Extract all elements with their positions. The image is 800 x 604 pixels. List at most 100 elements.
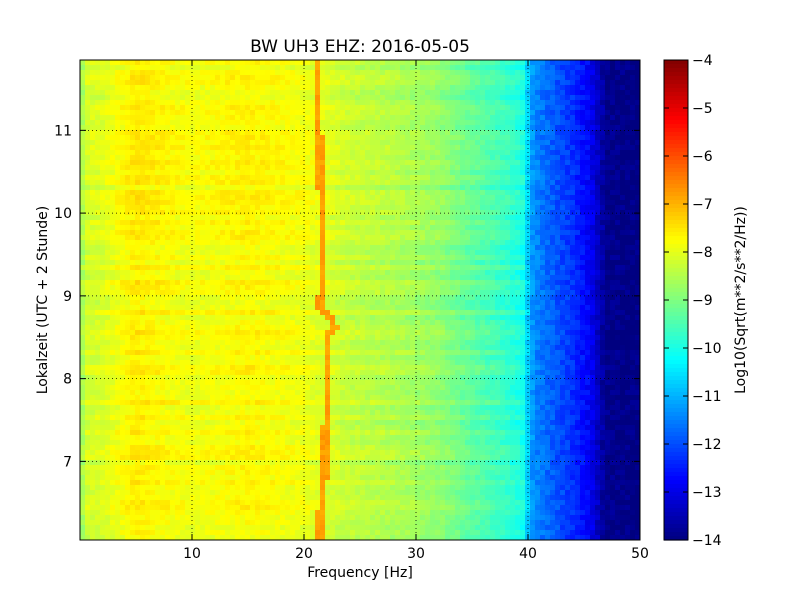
- heatmap-cell: [250, 195, 256, 201]
- heatmap-cell: [395, 280, 401, 286]
- heatmap-cell: [385, 205, 391, 211]
- heatmap-cell: [145, 120, 151, 126]
- heatmap-cell: [145, 195, 151, 201]
- heatmap-cell: [310, 65, 316, 71]
- heatmap-cell: [200, 65, 206, 71]
- heatmap-cell: [370, 190, 376, 196]
- heatmap-cell: [335, 195, 341, 201]
- heatmap-cell: [450, 150, 456, 156]
- heatmap-cell: [510, 255, 516, 261]
- heatmap-cell: [400, 175, 406, 181]
- heatmap-cell: [155, 180, 161, 186]
- heatmap-cell: [215, 155, 221, 161]
- heatmap-cell: [585, 200, 591, 206]
- heatmap-cell: [625, 170, 631, 176]
- heatmap-cell: [160, 140, 166, 146]
- heatmap-cell: [385, 230, 391, 236]
- heatmap-cell: [455, 245, 461, 251]
- heatmap-cell: [380, 220, 386, 226]
- heatmap-cell: [270, 280, 276, 286]
- heatmap-cell: [560, 255, 566, 261]
- heatmap-cell: [105, 245, 111, 251]
- heatmap-cell: [385, 220, 391, 226]
- heatmap-cell: [400, 245, 406, 251]
- heatmap-cell: [330, 95, 336, 101]
- heatmap-cell: [590, 60, 596, 66]
- heatmap-cell: [510, 160, 516, 166]
- heatmap-cell: [285, 280, 291, 286]
- heatmap-cell: [305, 95, 311, 101]
- heatmap-cell: [360, 60, 366, 66]
- heatmap-cell: [475, 200, 481, 206]
- heatmap-cell: [210, 105, 216, 111]
- heatmap-cell: [340, 85, 346, 91]
- heatmap-cell: [520, 125, 526, 131]
- heatmap-cell: [85, 225, 91, 231]
- heatmap-cell: [550, 165, 556, 171]
- heatmap-cell: [365, 110, 371, 116]
- heatmap-cell: [445, 150, 451, 156]
- heatmap-cell: [585, 235, 591, 241]
- heatmap-cell: [120, 200, 126, 206]
- heatmap-cell: [465, 205, 471, 211]
- heatmap-cell: [350, 170, 356, 176]
- heatmap-cell: [360, 65, 366, 71]
- heatmap-cell: [405, 60, 411, 66]
- heatmap-cell: [290, 75, 296, 81]
- heatmap-cell: [600, 225, 606, 231]
- heatmap-cell: [455, 95, 461, 101]
- heatmap-cell: [105, 100, 111, 106]
- heatmap-cell: [165, 155, 171, 161]
- heatmap-cell: [85, 125, 91, 131]
- heatmap-cell: [565, 275, 571, 281]
- heatmap-cell: [620, 105, 626, 111]
- heatmap-cell: [135, 95, 141, 101]
- heatmap-cell: [490, 245, 496, 251]
- heatmap-cell: [390, 165, 396, 171]
- heatmap-cell: [80, 200, 86, 206]
- heatmap-cell: [570, 65, 576, 71]
- heatmap-cell: [535, 185, 541, 191]
- heatmap-cell: [460, 240, 466, 246]
- heatmap-cell: [265, 105, 271, 111]
- heatmap-cell: [195, 85, 201, 91]
- heatmap-cell: [470, 60, 476, 66]
- heatmap-cell: [350, 130, 356, 136]
- heatmap-cell: [250, 170, 256, 176]
- heatmap-cell: [100, 210, 106, 216]
- heatmap-cell: [380, 185, 386, 191]
- heatmap-cell: [455, 120, 461, 126]
- heatmap-cell: [625, 105, 631, 111]
- heatmap-cell: [460, 210, 466, 216]
- heatmap-cell: [215, 80, 221, 86]
- heatmap-cell: [310, 125, 316, 131]
- heatmap-cell: [575, 120, 581, 126]
- heatmap-cell: [495, 85, 501, 91]
- heatmap-cell: [440, 260, 446, 266]
- heatmap-cell: [455, 225, 461, 231]
- heatmap-cell: [135, 100, 141, 106]
- heatmap-cell: [620, 120, 626, 126]
- heatmap-cell: [325, 135, 331, 141]
- heatmap-cell: [540, 260, 546, 266]
- heatmap-cell: [415, 150, 421, 156]
- heatmap-cell: [235, 110, 241, 116]
- heatmap-cell: [475, 150, 481, 156]
- heatmap-cell: [530, 135, 536, 141]
- heatmap-cell: [200, 125, 206, 131]
- heatmap-cell: [275, 235, 281, 241]
- heatmap-cell: [270, 235, 276, 241]
- heatmap-cell: [465, 90, 471, 96]
- heatmap-cell: [95, 125, 101, 131]
- heatmap-cell: [120, 210, 126, 216]
- heatmap-cell: [455, 110, 461, 116]
- heatmap-cell: [555, 190, 561, 196]
- heatmap-cell: [100, 225, 106, 231]
- heatmap-cell: [80, 230, 86, 236]
- heatmap-cell: [520, 150, 526, 156]
- heatmap-cell: [190, 140, 196, 146]
- heatmap-cell: [115, 210, 121, 216]
- heatmap-cell: [480, 255, 486, 261]
- heatmap-cell: [370, 65, 376, 71]
- heatmap-cell: [550, 270, 556, 276]
